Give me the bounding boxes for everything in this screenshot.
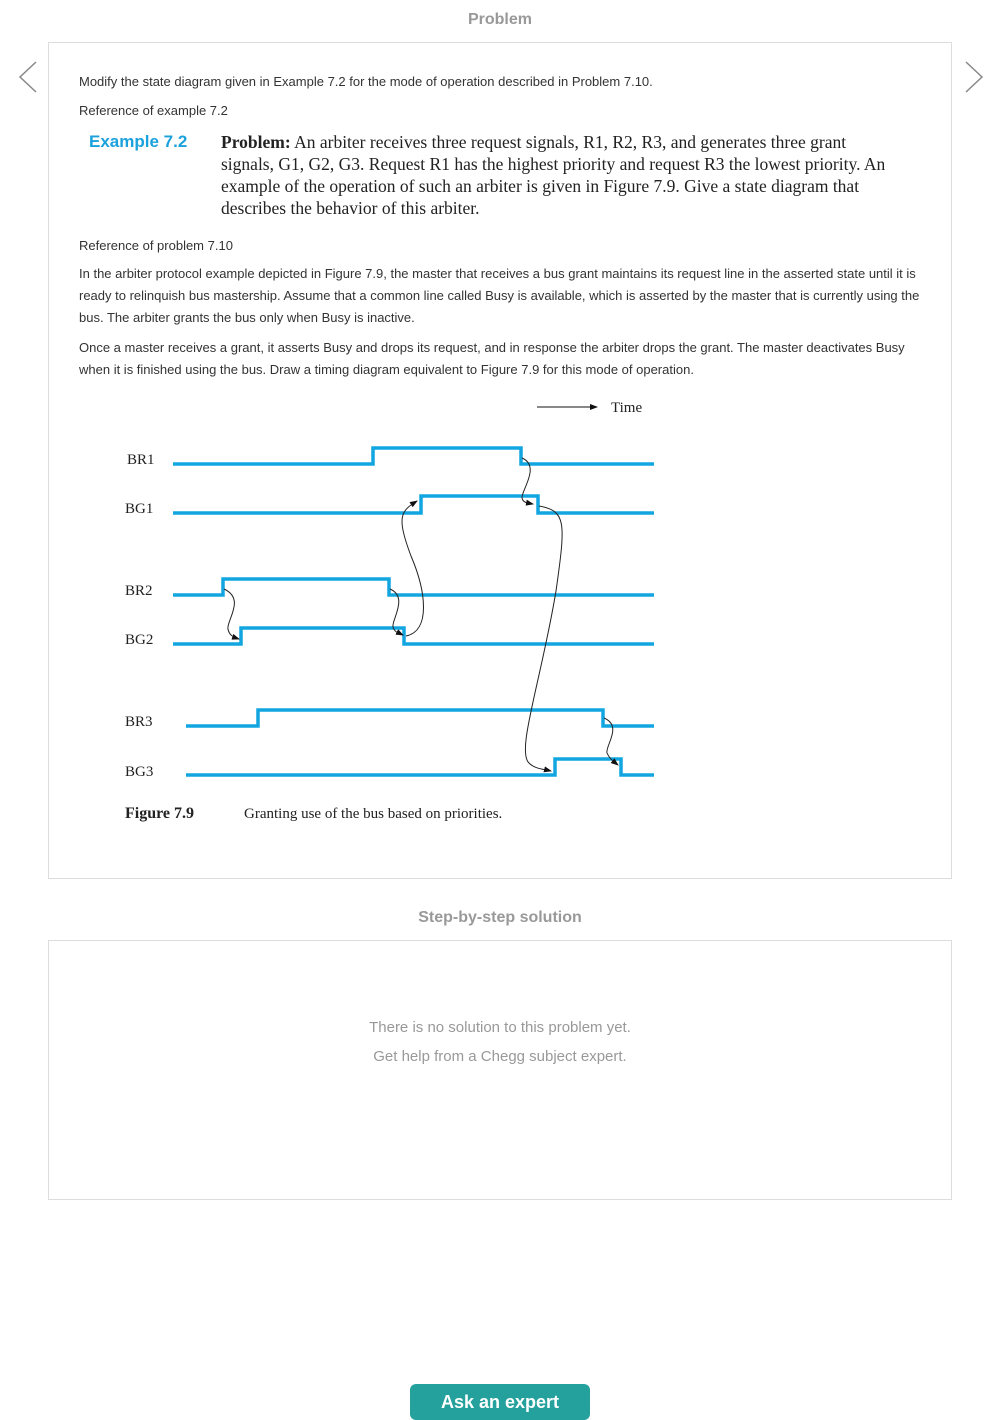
example-bold: Problem:: [221, 132, 291, 152]
signal-label-br1: BR1: [127, 452, 155, 468]
causal-arrow: [603, 717, 619, 766]
waveform-br2: [173, 577, 654, 597]
reference-example-label: Reference of example 7.2: [79, 103, 228, 118]
signal-label-bg2: BG2: [125, 632, 153, 648]
causal-arrow: [401, 500, 424, 637]
solution-panel: There is no solution to this problem yet…: [48, 940, 952, 1420]
signal-label-br3: BR3: [125, 714, 153, 730]
waveform-br3: [186, 708, 654, 728]
chevron-right-icon[interactable]: [962, 60, 988, 101]
signal-label-br2: BR2: [125, 583, 153, 599]
example-label: Example 7.2: [89, 132, 188, 151]
get-help-text: Get help from a Chegg subject expert.: [373, 1048, 627, 1065]
figure-caption-text: Granting use of the bus based on priorit…: [244, 806, 502, 822]
causal-arrow: [521, 457, 534, 506]
waveform-br1: [173, 446, 654, 466]
problem-header: Problem: [467, 11, 532, 28]
causal-arrow: [389, 588, 404, 636]
chevron-left-icon[interactable]: [14, 60, 40, 101]
no-solution-text: There is no solution to this problem yet…: [369, 1019, 631, 1036]
waveform-bg1: [173, 494, 654, 515]
ask-expert-button[interactable]: Ask an expert: [410, 1384, 590, 1420]
waveform-bg3: [186, 757, 654, 777]
figure-caption-label: Figure 7.9: [125, 805, 194, 822]
example-text: An arbiter receives three request signal…: [221, 132, 886, 218]
causal-arrow: [524, 505, 563, 773]
time-label: Time: [611, 400, 642, 416]
solution-header: Step-by-step solution: [418, 909, 582, 926]
reference-problem-label: Reference of problem 7.10: [79, 238, 233, 253]
problem-intro: Modify the state diagram given in Exampl…: [79, 74, 653, 89]
causal-arrow: [223, 588, 240, 640]
problem-panel: Modify the state diagram given in Exampl…: [48, 42, 952, 879]
problem-paragraph-2: Once a master receives a grant, it asser…: [79, 340, 905, 377]
problem-paragraph-1: In the arbiter protocol example depicted…: [79, 266, 920, 325]
timing-diagram: Time BR1 BG1 BR2 BG2 BR3 BG3: [125, 400, 654, 822]
signal-label-bg1: BG1: [125, 501, 153, 517]
signal-label-bg3: BG3: [125, 764, 153, 780]
waveform-bg2: [173, 626, 654, 646]
